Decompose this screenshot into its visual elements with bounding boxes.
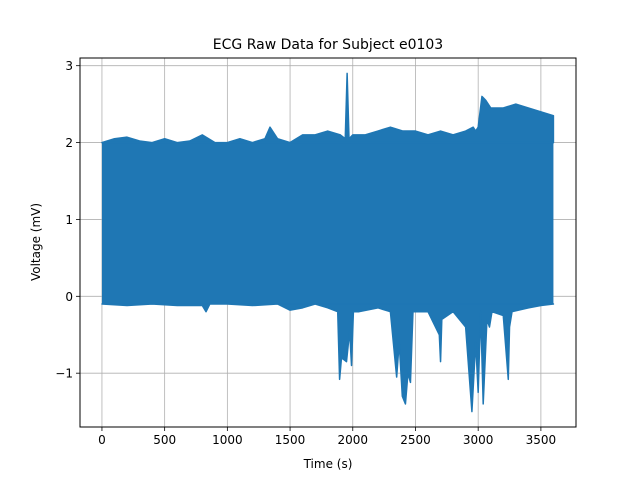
x-tick-label: 3000	[463, 433, 494, 447]
x-tick-label: 3500	[526, 433, 557, 447]
y-tick-label: 2	[65, 136, 73, 150]
ecg-series	[101, 72, 555, 413]
y-axis-label: Voltage (mV)	[29, 203, 43, 281]
chart-title: ECG Raw Data for Subject e0103	[213, 37, 443, 53]
x-tick-label: 2500	[400, 433, 431, 447]
y-tick-label: 0	[65, 290, 73, 304]
ecg-upper-envelope	[101, 72, 555, 144]
ecg-lower-envelope	[101, 303, 555, 413]
x-tick-label: 1500	[275, 433, 306, 447]
y-tick-label: 1	[65, 213, 73, 227]
y-tick-label: −1	[55, 367, 73, 381]
x-tick-label: 1000	[212, 433, 243, 447]
ecg-dense-band	[101, 142, 554, 304]
x-axis-label: Time (s)	[303, 457, 353, 471]
x-axis-ticks: 0 500 1000 1500 2000 2500 3000 3500	[98, 427, 556, 447]
plot-frame	[79, 57, 577, 428]
x-tick-label: 500	[153, 433, 176, 447]
x-tick-label: 0	[98, 433, 106, 447]
y-tick-label: 3	[65, 59, 73, 73]
x-tick-label: 2000	[337, 433, 368, 447]
y-axis-ticks: −1 0 1 2 3	[55, 59, 80, 381]
